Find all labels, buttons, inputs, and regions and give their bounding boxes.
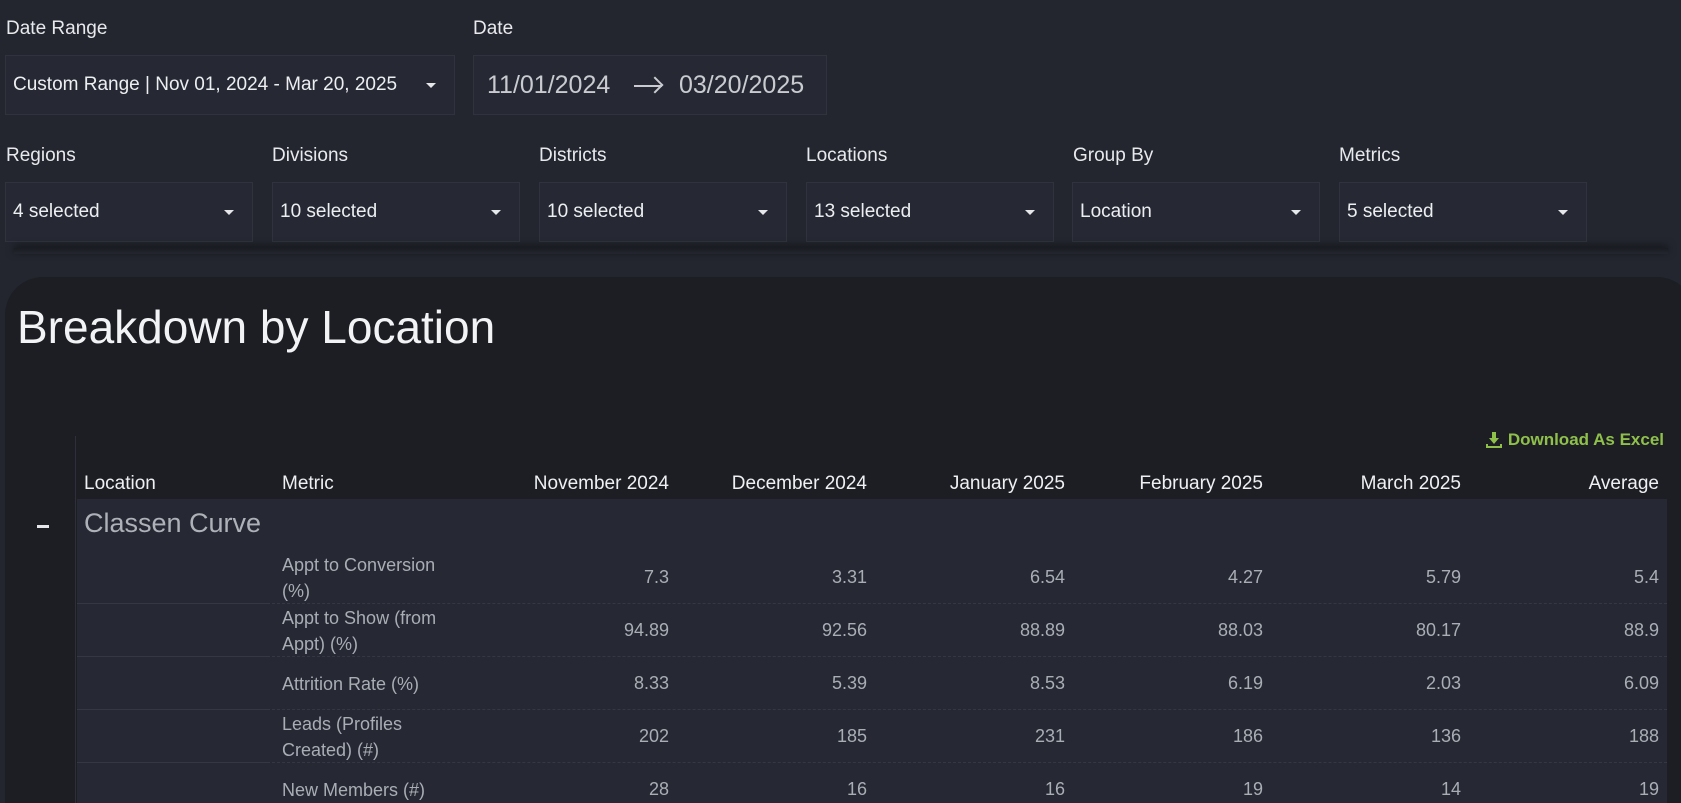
group-name: Classen Curve [84,508,262,538]
value-cell: 14 [1440,779,1461,799]
caret-down-icon [491,210,501,215]
table-left-gutter [5,436,76,803]
value-cell: 8.33 [633,673,669,693]
table-row: Appt to Show (from Appt) (%) 94.89 92.56… [77,604,1667,657]
group-by-label: Group By [1073,145,1154,166]
metric-cell: Appt to Show (from Appt) (%) [282,607,437,654]
table-row: Appt to Conversion (%) 7.3 3.31 6.54 4.2… [77,551,1667,604]
value-cell: 5.39 [831,673,867,693]
regions-value: 4 selected [13,201,100,222]
date-label: Date [473,18,514,39]
column-header-average[interactable]: Average [1588,473,1659,494]
value-cell: 19 [1638,779,1659,799]
group-by-value: Location [1080,201,1152,222]
metrics-value: 5 selected [1347,201,1434,222]
value-cell: 4.27 [1227,567,1263,587]
table-row: Attrition Rate (%) 8.33 5.39 8.53 6.19 2… [77,657,1667,710]
divisions-select[interactable]: 10 selected [272,182,520,242]
value-cell: 94.89 [623,620,669,640]
date-range-picker[interactable]: 11/01/2024 03/20/2025 [473,55,827,115]
value-cell: 5.4 [1633,567,1659,587]
districts-value: 10 selected [547,201,645,222]
metric-cell: Appt to Conversion (%) [282,554,436,601]
value-cell: 88.03 [1217,620,1263,640]
value-cell: 2.03 [1425,673,1461,693]
filter-bar-shadow [14,248,1668,254]
date-range-label: Date Range [6,18,108,39]
value-cell: 80.17 [1415,620,1461,640]
regions-select[interactable]: 4 selected [5,182,253,242]
collapse-icon[interactable] [37,525,49,528]
value-cell: 8.53 [1029,673,1065,693]
caret-down-icon [758,210,768,215]
metric-cell: Leads (Profiles Created) (#) [282,713,403,760]
value-cell: 19 [1242,779,1263,799]
caret-down-icon [1291,210,1301,215]
date-range-select[interactable]: Custom Range | Nov 01, 2024 - Mar 20, 20… [5,55,455,115]
value-cell: 202 [638,726,669,746]
value-cell: 6.54 [1029,567,1065,587]
value-cell: 88.9 [1623,620,1659,640]
table-row: Leads (Profiles Created) (#) 202 185 231… [77,710,1667,763]
regions-label: Regions [6,145,76,166]
date-range-value: Custom Range | Nov 01, 2024 - Mar 20, 20… [13,74,398,95]
column-header-december-2024[interactable]: December 2024 [731,473,867,494]
divisions-label: Divisions [272,145,349,166]
value-cell: 185 [836,726,867,746]
panel-title: Breakdown by Location [17,301,496,353]
metric-cell: Attrition Rate (%) [282,673,420,694]
value-cell: 6.19 [1227,673,1263,693]
end-date-input[interactable]: 03/20/2025 [679,70,805,99]
metrics-select[interactable]: 5 selected [1339,182,1587,242]
group-row-classen-curve[interactable]: Classen Curve [77,499,1667,551]
caret-down-icon [426,83,436,88]
value-cell: 92.56 [821,620,867,640]
locations-select[interactable]: 13 selected [806,182,1054,242]
column-header-location[interactable]: Location [84,473,156,494]
value-cell: 7.3 [643,567,669,587]
value-cell: 136 [1430,726,1461,746]
column-header-november-2024[interactable]: November 2024 [533,473,669,494]
metric-cell: New Members (#) [282,779,426,800]
table-header: Location Metric November 2024 December 2… [77,465,1667,499]
divisions-value: 10 selected [280,201,378,222]
value-cell: 28 [648,779,669,799]
caret-down-icon [1025,210,1035,215]
column-header-february-2025[interactable]: February 2025 [1139,473,1263,494]
metrics-label: Metrics [1339,145,1401,166]
start-date-input[interactable]: 11/01/2024 [487,70,611,99]
download-icon [1485,432,1502,448]
download-label: Download As Excel [1507,430,1664,449]
group-by-select[interactable]: Location [1072,182,1320,242]
value-cell: 16 [1044,779,1065,799]
column-header-metric[interactable]: Metric [282,473,334,494]
value-cell: 16 [846,779,867,799]
districts-select[interactable]: 10 selected [539,182,787,242]
value-cell: 188 [1628,726,1659,746]
table-row: New Members (#) 28 16 16 19 14 19 [77,763,1667,803]
download-excel-button[interactable]: Download As Excel [1485,430,1664,450]
districts-label: Districts [539,145,607,166]
caret-down-icon [1558,210,1568,215]
arrow-right-icon [634,85,662,87]
value-cell: 6.09 [1623,673,1659,693]
value-cell: 88.89 [1019,620,1065,640]
value-cell: 186 [1232,726,1263,746]
caret-down-icon [224,210,234,215]
column-header-march-2025[interactable]: March 2025 [1360,473,1461,494]
value-cell: 231 [1034,726,1065,746]
breakdown-table: Location Metric November 2024 December 2… [77,465,1667,803]
locations-label: Locations [806,145,888,166]
locations-value: 13 selected [814,201,912,222]
value-cell: 5.79 [1425,567,1461,587]
value-cell: 3.31 [831,567,867,587]
column-header-january-2025[interactable]: January 2025 [949,473,1065,494]
